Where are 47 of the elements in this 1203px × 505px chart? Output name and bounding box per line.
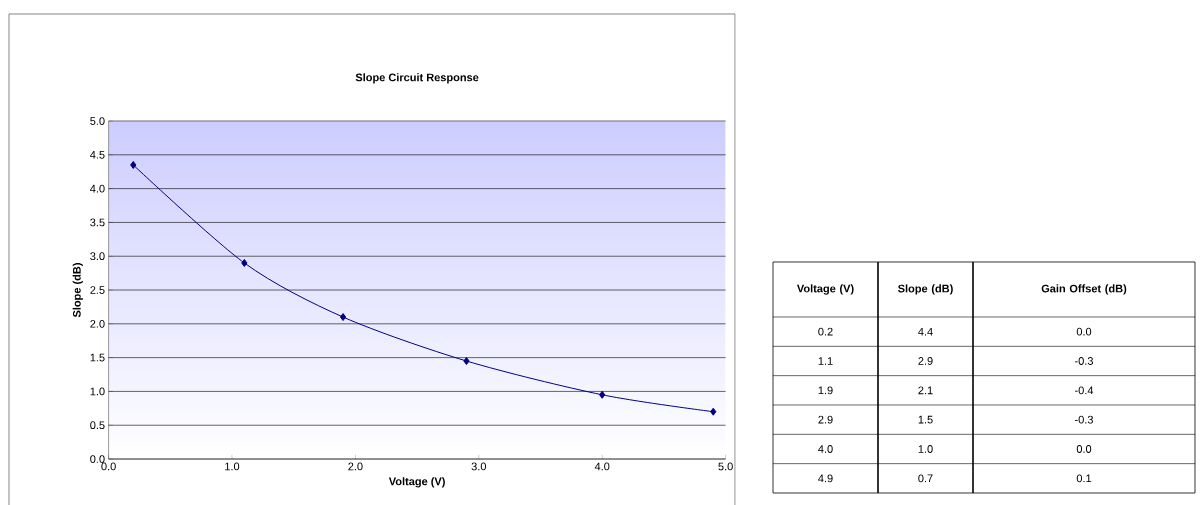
point: [710, 407, 717, 416]
data-label: 0.0: [1076, 445, 1092, 453]
y-tick-label: 0.0: [90, 455, 105, 463]
category-label: 0.2: [818, 327, 833, 336]
data-label: 2.9: [918, 357, 933, 365]
chart-title: Slope Circuit Response: [355, 73, 479, 84]
x-axis-title: Voltage (V): [388, 477, 445, 488]
y-tick-label: 5.0: [90, 117, 105, 125]
point: [463, 357, 470, 365]
data-label: -0.3: [1075, 357, 1093, 365]
point: [599, 390, 606, 399]
text: Slope (dB): [898, 284, 953, 295]
x-tick-label: 1.0: [225, 462, 240, 471]
y-tick-label: 2.0: [90, 319, 105, 328]
x-tick-label: 2.0: [348, 462, 363, 471]
data-label: 2.1: [918, 386, 933, 395]
data-label: 0.1: [1076, 474, 1092, 483]
y-tick-label: 1.5: [90, 353, 105, 362]
y-axis-title: Slope (dB): [72, 263, 83, 318]
x-tick-label: 0.0: [101, 462, 116, 471]
y-tick-label: 1.0: [90, 387, 105, 396]
text: Gain Offset (dB): [1041, 284, 1127, 295]
y-tick-label: 0.5: [90, 421, 105, 430]
category-label: 1.9: [818, 386, 833, 395]
y-tick-label: 3.5: [90, 218, 105, 227]
point: [130, 160, 137, 169]
y-tick-label: 3.0: [90, 252, 105, 261]
x-tick-label: 4.0: [594, 462, 610, 471]
x-tick-label: 5.0: [718, 462, 733, 471]
point: [241, 258, 248, 267]
category-label: 4.9: [818, 474, 833, 483]
y-tick-label: 2.5: [90, 286, 105, 294]
data-label: 4.4: [918, 327, 933, 336]
category-label: 2.9: [818, 415, 833, 424]
y-tick-label: 4.5: [90, 151, 105, 159]
x-tick-label: 3.0: [471, 462, 486, 471]
category-label: 4.0: [818, 445, 833, 453]
data-label: 1.5: [918, 415, 933, 424]
text: Voltage (V): [796, 284, 854, 295]
data-label: -0.4: [1075, 386, 1094, 395]
data-label: 1.0: [918, 445, 933, 453]
y-tick-label: 4.0: [90, 184, 105, 193]
data-label: -0.3: [1075, 415, 1093, 424]
point: [339, 313, 347, 322]
category-label: 1.1: [818, 357, 833, 365]
data-label: 0.0: [1076, 327, 1092, 336]
data-label: 0.7: [918, 474, 933, 483]
